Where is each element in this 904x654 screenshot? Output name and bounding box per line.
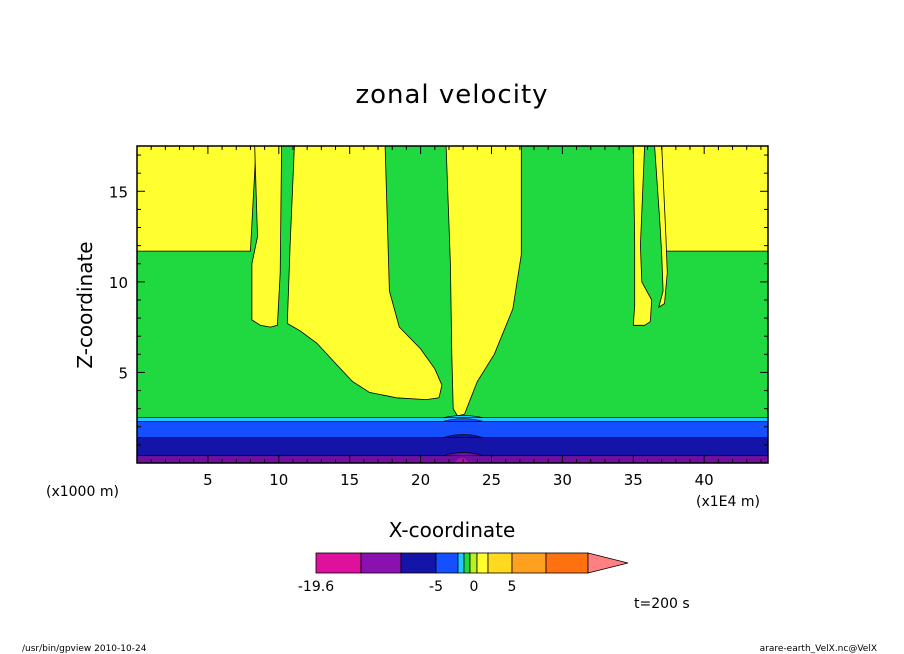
colorbar-segment [463, 552, 471, 574]
x-tick-label: 15 [340, 471, 359, 489]
layer-bottom-deep [137, 455, 768, 463]
x-unit-left: (x1000 m) [46, 484, 119, 500]
plot-frame [136, 145, 769, 464]
region-yellow-top-right [661, 146, 768, 252]
colorbar-arrow [587, 552, 629, 574]
x-unit-right: (x1E4 m) [696, 494, 760, 510]
y-axis-label: Z-coordinate [73, 241, 97, 368]
x-axis-label: X-coordinate [389, 518, 516, 542]
y-axis-ticks: 5 10 15 [109, 154, 768, 446]
contour-plot-area [137, 146, 768, 463]
colorbar-segment [476, 552, 489, 574]
x-axis-ticks: 5 10 15 20 25 30 35 40 [150, 146, 762, 489]
colorbar-tick-label: -5 [429, 579, 443, 595]
x-tick-label: 5 [203, 471, 213, 489]
y-tick-label: 15 [109, 183, 128, 201]
region-yellow-column-3 [445, 146, 522, 417]
region-yellow-column-1 [251, 146, 283, 328]
colorbar-segment [360, 552, 402, 574]
colorbar-segment [435, 552, 459, 574]
x-tick-label: 10 [269, 471, 288, 489]
x-tick-label: 30 [553, 471, 572, 489]
layer-bump [443, 415, 484, 419]
x-tick-label: 35 [624, 471, 643, 489]
x-tick-label: 20 [411, 471, 430, 489]
colorbar-tick-label: 0 [470, 579, 479, 595]
colorbar-segment [511, 552, 547, 574]
x-tick-label: 25 [482, 471, 501, 489]
y-tick-label: 5 [118, 364, 128, 382]
region-yellow-column-5 [654, 146, 668, 309]
colorbar-segment [315, 552, 362, 574]
chart-title: zonal velocity [355, 80, 548, 110]
colorbar-segment [487, 552, 513, 574]
x-tick-label: 40 [695, 471, 714, 489]
footer-right: arare-earth_VelX.nc@VelX [760, 644, 877, 654]
footer-left: /usr/bin/gpview 2010-10-24 [22, 644, 147, 654]
layer-bump [443, 452, 484, 457]
region-yellow-column-4 [632, 146, 653, 326]
colorbar-tick-label: 5 [508, 579, 517, 595]
colorbar [315, 552, 629, 574]
y-tick-label: 10 [109, 274, 128, 292]
layer-bump-core [454, 457, 469, 463]
colorbar-segment [545, 552, 589, 574]
layer-bump [443, 434, 484, 438]
region-yellow-column-2 [286, 146, 443, 401]
region-yellow-top-left [137, 146, 257, 252]
colorbar-labels: -19.6 -5 0 5 [298, 579, 517, 595]
colorbar-segment [469, 552, 478, 574]
colorbar-tick-label: -19.6 [298, 579, 334, 595]
colorbar-segment [457, 552, 465, 574]
layer-bump [443, 418, 484, 422]
colorbar-segment [400, 552, 437, 574]
time-annotation: t=200 s [634, 596, 690, 612]
